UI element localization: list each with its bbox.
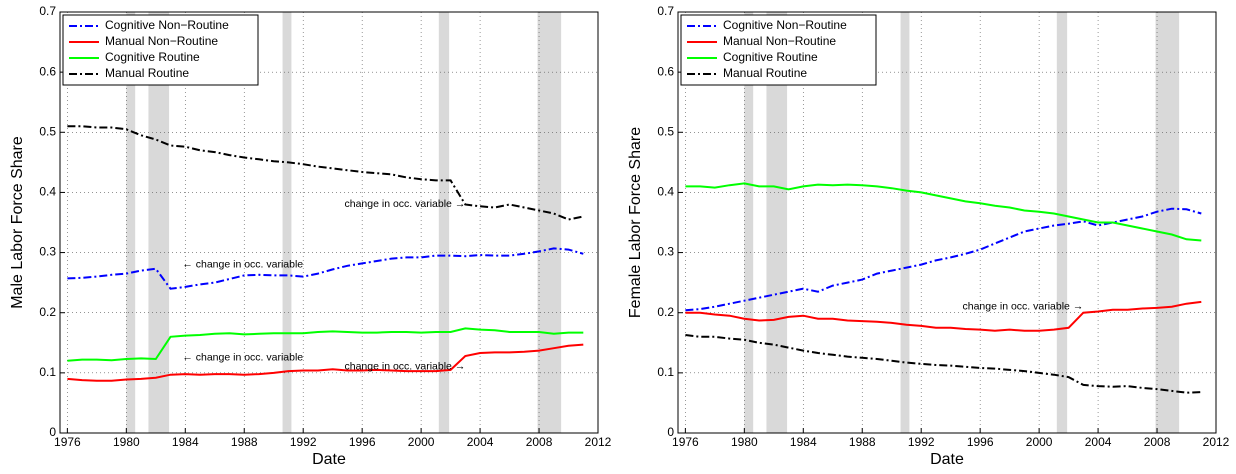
plot-frame [59, 11, 599, 434]
recession-band [126, 12, 136, 433]
legend-label: Cognitive Routine [105, 50, 200, 64]
y-tick-label: 0.5 [657, 124, 674, 138]
y-tick-label: 0.7 [657, 4, 674, 18]
y-tick-label: 0.4 [657, 185, 674, 199]
x-tick-label: 1980 [113, 435, 140, 449]
y-tick-label: 0.7 [39, 4, 56, 18]
y-tick-label: 0.1 [657, 365, 674, 379]
x-tick-label: 1988 [849, 435, 876, 449]
y-tick-label: 0.4 [39, 185, 56, 199]
plot-frame [677, 11, 1217, 434]
recession-band [900, 12, 910, 433]
recession-band [1155, 12, 1180, 433]
legend-label: Cognitive Non−Routine [723, 18, 847, 32]
y-tick-label: 0.5 [39, 124, 56, 138]
x-tick-label: 1984 [790, 435, 817, 449]
x-tick-label: 1984 [172, 435, 199, 449]
y-tick-label: 0 [49, 425, 56, 439]
x-tick-label: 2012 [585, 435, 612, 449]
x-tick-label: 1992 [290, 435, 317, 449]
x-tick-label: 1996 [967, 435, 994, 449]
x-tick-label: 1976 [54, 435, 81, 449]
panel: 0 0.1 0.2 0.3 0.4 0.5 0.6 0.7 1976 1980 1984 1988 19… [627, 4, 1229, 468]
series-line [67, 327, 584, 362]
x-tick-label: 2004 [1085, 435, 1112, 449]
series-line [67, 125, 584, 221]
legend-box [62, 14, 259, 86]
x-tick-label: 1996 [349, 435, 376, 449]
legend-label: Cognitive Non−Routine [105, 18, 229, 32]
recession-band [537, 12, 562, 433]
x-axis-label: Date [930, 451, 964, 468]
x-tick-label: 1992 [908, 435, 935, 449]
legend-box [680, 14, 877, 86]
y-tick-label: 0.2 [39, 305, 56, 319]
legend-label: Manual Routine [105, 66, 189, 80]
annotation: ← change in occ. variable [182, 258, 303, 270]
annotation: change in occ. variable → [345, 361, 466, 373]
x-axis-label: Date [312, 451, 346, 468]
x-tick-label: 2008 [1144, 435, 1171, 449]
recession-band [744, 12, 754, 433]
x-tick-label: 2012 [1203, 435, 1230, 449]
y-tick-label: 0.2 [657, 305, 674, 319]
x-tick-label: 2000 [408, 435, 435, 449]
series-line [67, 343, 584, 382]
x-tick-label: 1976 [672, 435, 699, 449]
series-line [685, 182, 1202, 242]
x-tick-label: 2000 [1026, 435, 1053, 449]
x-tick-label: 2004 [467, 435, 494, 449]
legend-label: Manual Routine [723, 66, 807, 80]
y-axis-label: Female Labor Force Share [627, 127, 644, 318]
x-tick-label: 2008 [526, 435, 553, 449]
recession-band [766, 12, 788, 433]
recession-band [438, 12, 450, 433]
annotation: change in occ. variable → [963, 300, 1084, 312]
x-tick-label: 1988 [231, 435, 258, 449]
annotation: change in occ. variable → [345, 198, 466, 210]
x-tick-label: 1980 [731, 435, 758, 449]
panel: 0 0.1 0.2 0.3 0.4 0.5 0.6 0.7 1976 1980 1984 1988 19… [9, 4, 611, 468]
series-line [67, 247, 584, 290]
y-tick-label: 0 [667, 425, 674, 439]
y-tick-label: 0.3 [39, 245, 56, 259]
y-tick-label: 0.6 [657, 64, 674, 78]
y-tick-label: 0.6 [39, 64, 56, 78]
series-line [685, 334, 1202, 394]
legend-label: Cognitive Routine [723, 50, 818, 64]
y-tick-label: 0.1 [39, 365, 56, 379]
recession-band [1056, 12, 1068, 433]
legend-label: Manual Non−Routine [723, 34, 836, 48]
y-axis-label: Male Labor Force Share [9, 136, 26, 309]
annotation: ← change in occ. variable [182, 352, 303, 364]
series-line [685, 300, 1202, 332]
legend-label: Manual Non−Routine [105, 34, 218, 48]
recession-band [148, 12, 170, 433]
y-tick-label: 0.3 [657, 245, 674, 259]
recession-band [282, 12, 292, 433]
